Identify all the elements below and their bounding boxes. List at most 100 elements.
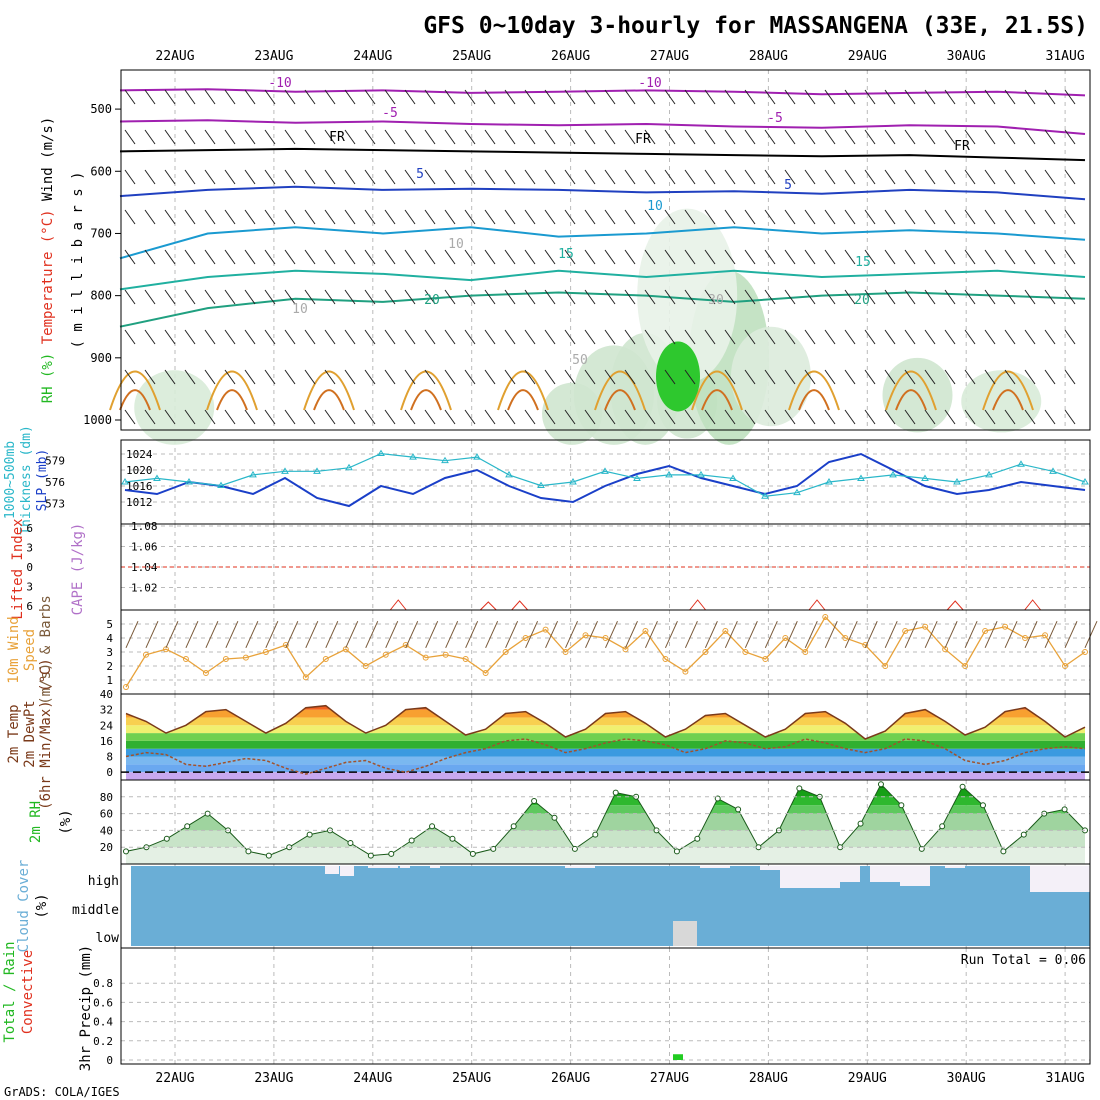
upper-barb-44-3 xyxy=(1004,209,1016,225)
upper-barb-23-7 xyxy=(584,369,596,385)
wind-barb-41 xyxy=(944,620,958,649)
upper-barb-13-1 xyxy=(384,129,396,145)
thickness-point-21 xyxy=(793,488,801,496)
temp-band-1 xyxy=(126,764,1085,773)
upper-barb-1-4 xyxy=(144,249,156,265)
upper-barb-34-3 xyxy=(804,209,816,225)
rh-ylabel-0: 2m RH xyxy=(28,801,44,843)
wind-speed-point-12 xyxy=(362,663,369,669)
upper-barb-45-5 xyxy=(1024,289,1036,305)
rh-point-36 xyxy=(857,820,864,827)
upper-barb-9-0 xyxy=(304,89,316,105)
temp-ylabel-0: 2m Temp xyxy=(6,704,22,763)
upper-barb-26-5 xyxy=(644,289,656,305)
upper-barb-34-7 xyxy=(804,369,816,385)
upper-barb-8-2 xyxy=(284,169,296,185)
upper-barb-11-7 xyxy=(344,369,356,385)
upper-barb-29-8 xyxy=(704,409,716,425)
upper-barb-42-8 xyxy=(964,409,976,425)
wind-speed-point-30 xyxy=(722,628,729,634)
wind-barb-30 xyxy=(724,620,738,649)
wind-speed-point-16 xyxy=(442,651,449,658)
upper-barb-43-1 xyxy=(984,129,996,145)
wind-speed-point-1 xyxy=(142,651,149,658)
warm-loop-8 xyxy=(885,370,937,411)
slp-ytick-3: 1024 xyxy=(126,448,153,461)
upper-barb-37-8 xyxy=(864,409,876,425)
wind-speed-point-39 xyxy=(902,628,909,634)
upper-barb-32-8 xyxy=(764,409,776,425)
upper-barb-47-3 xyxy=(1064,209,1076,225)
upper-barb-30-0 xyxy=(724,89,736,105)
thickness-point-20 xyxy=(761,492,769,499)
cloud-fill xyxy=(131,866,1090,946)
upper-barb-19-6 xyxy=(504,329,516,345)
upper-barb-40-6 xyxy=(924,329,936,345)
warm-loop-7 xyxy=(788,370,840,411)
upper-barb-30-7 xyxy=(724,369,736,385)
upper-barb-36-0 xyxy=(844,89,856,105)
wind-speed-point-40 xyxy=(922,623,929,630)
upper-barb-43-8 xyxy=(984,409,996,425)
upper-barb-16-5 xyxy=(444,289,456,305)
upper-barb-3-0 xyxy=(184,89,196,105)
upper-barb-44-8 xyxy=(1004,409,1016,425)
top-xtick-4: 26AUG xyxy=(551,49,590,64)
cloud-low-block xyxy=(673,921,697,946)
upper-barb-47-1 xyxy=(1064,129,1076,145)
upper-barb-14-2 xyxy=(404,169,416,185)
wind-barb-36 xyxy=(844,620,858,649)
wind-barb-21 xyxy=(545,620,559,649)
upper-barb-41-2 xyxy=(944,169,956,185)
upper-barb-23-3 xyxy=(584,209,596,225)
warm-inner-5 xyxy=(604,389,636,411)
upper-barb-8-4 xyxy=(284,249,296,265)
upper-barb-41-6 xyxy=(944,329,956,345)
thickness-point-18 xyxy=(697,470,705,478)
upper-barb-16-2 xyxy=(444,169,456,185)
thickness-point-30 xyxy=(1081,478,1089,485)
upper-barb-38-1 xyxy=(884,129,896,145)
upper-barb-11-2 xyxy=(344,169,356,185)
upper-barb-46-2 xyxy=(1044,169,1056,185)
rh-band-6 xyxy=(126,784,1085,789)
upper-barb-15-3 xyxy=(424,209,436,225)
warm-inner-4 xyxy=(507,389,539,411)
rh-shade-6 xyxy=(730,326,811,427)
cape-point-6 xyxy=(1024,599,1042,611)
precip-ylabel-0: Total / Rain xyxy=(2,941,18,1042)
upper-barb-37-0 xyxy=(864,89,876,105)
warm-inner-8 xyxy=(895,389,927,411)
upper-barb-35-7 xyxy=(824,369,836,385)
upper-barb-9-6 xyxy=(304,329,316,345)
upper-barb-14-5 xyxy=(404,289,416,305)
upper-barb-32-2 xyxy=(764,169,776,185)
upper-barb-26-3 xyxy=(644,209,656,225)
upper-barb-26-6 xyxy=(644,329,656,345)
rh-point-14 xyxy=(408,837,415,844)
rh-point-13 xyxy=(388,850,395,857)
rh-point-0 xyxy=(123,848,129,855)
upper-barb-9-4 xyxy=(304,249,316,265)
upper-barb-41-3 xyxy=(944,209,956,225)
upper-barb-19-1 xyxy=(504,129,516,145)
thickness-point-7 xyxy=(345,463,353,471)
thickness-point-2 xyxy=(185,478,193,485)
thickness-point-15 xyxy=(601,467,609,474)
contour-label-16: 10 xyxy=(292,302,308,317)
wind-ytick-1: 2 xyxy=(106,660,113,673)
upper-barb-31-2 xyxy=(744,169,756,185)
upper-barb-44-4 xyxy=(1004,249,1016,265)
upper-barb-15-5 xyxy=(424,289,436,305)
rh-shade-7 xyxy=(637,208,738,383)
upper-barb-29-3 xyxy=(704,209,716,225)
upper-barb-38-6 xyxy=(884,329,896,345)
upper-barb-47-5 xyxy=(1064,289,1076,305)
upper-barb-10-5 xyxy=(324,289,336,305)
rh-point-11 xyxy=(347,840,354,846)
bottom-xtick-2: 24AUG xyxy=(353,1071,392,1086)
rh-point-42 xyxy=(979,802,986,809)
upper-barb-21-1 xyxy=(544,129,556,145)
upper-barb-45-0 xyxy=(1024,89,1036,105)
upper-barb-30-6 xyxy=(724,329,736,345)
